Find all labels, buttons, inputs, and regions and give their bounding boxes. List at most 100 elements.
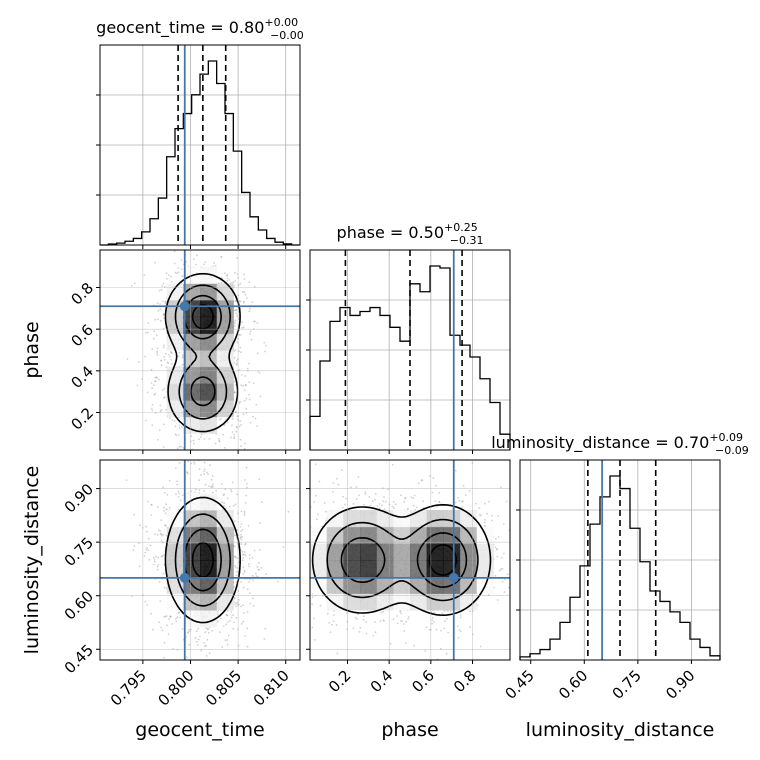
scatter-point [228,279,231,281]
title-name-phase: phase = 0.50 [337,223,444,242]
scatter-point [503,552,505,555]
scatter-point [302,603,304,605]
scatter-point [242,413,245,416]
scatter-point [191,248,193,250]
scatter-point [220,256,223,259]
scatter-point [303,506,305,508]
scatter-point [163,656,166,659]
scatter-point [358,494,360,497]
scatter-point [165,272,168,275]
scatter-point [150,407,153,410]
scatter-point [238,599,240,601]
scatter-point [242,384,245,387]
scatter-point [318,480,321,483]
scatter-point [311,603,313,606]
scatter-point [242,604,245,607]
scatter-point [243,278,246,280]
scatter-point [185,635,188,638]
scatter-point [174,271,177,274]
scatter-point [392,507,395,510]
scatter-point [503,591,506,593]
scatter-point [193,461,195,463]
scatter-point [491,519,493,522]
scatter-point [160,359,162,362]
scatter-point [422,500,424,503]
scatter-point [431,622,433,625]
ytick-label-luminosity_distance-3: 0.90 [61,480,97,516]
xaxis-label-luminosity_distance: luminosity_distance [526,719,715,741]
hist-panel-phase: phase = 0.50+0.25 −0.31 [306,221,511,454]
scatter-point [234,300,237,303]
scatter-point [181,356,184,359]
contour-level-1 [174,284,231,420]
scatter-point [198,664,200,666]
scatter-point [235,309,238,312]
scatter-point [496,599,499,601]
scatter-point [203,468,206,471]
scatter-point [226,273,229,276]
scatter-point [205,471,208,474]
ytick-label-luminosity_distance-2: 0.75 [61,534,97,570]
yaxis-label-luminosity_distance: luminosity_distance [21,466,43,655]
scatter-point [170,616,172,618]
xtick-label-phase-1: 0.4 [367,666,397,696]
scatter-point [203,490,206,492]
scatter-point [163,313,165,316]
scatter-point [133,513,136,516]
scatter-point [148,558,151,561]
scatter-point [154,376,157,379]
scatter-point [256,566,259,568]
scatter-point [161,534,163,537]
scatter-point [461,500,463,503]
scatter-point [245,407,248,410]
scatter-point [203,473,206,475]
scatter-point [157,564,160,566]
scatter-point [158,289,161,292]
scatter-point [211,475,214,477]
scatter-point [235,430,238,433]
scatter-point [234,565,237,567]
scatter-point [175,620,178,623]
density-cell [460,510,478,528]
scatter-point [383,508,386,511]
scatter-point [156,347,159,350]
scatter-point [220,617,223,620]
scatter-point [402,623,405,625]
joint-frame-geocent_time-luminosity_distance [99,459,301,661]
scatter-point [193,491,196,493]
scatter-point [160,519,163,521]
scatter-point [162,486,165,489]
scatter-point [234,280,236,282]
scatter-point [173,250,176,253]
scatter-point [255,403,258,406]
scatter-point [412,504,415,507]
scatter-point [178,611,181,614]
scatter-point [303,520,305,522]
scatter-point [242,573,245,575]
xtick-label-luminosity_distance-0: 0.45 [501,666,537,702]
scatter-point [170,280,173,283]
xtick-label-luminosity_distance-2: 0.75 [609,666,645,702]
density-cell [166,400,184,418]
scatter-point [215,489,218,492]
scatter-point [475,502,477,505]
joint-panel-geocent_time-phase [96,248,301,454]
scatter-point [162,533,165,536]
scatter-point [152,557,155,559]
scatter-point [403,501,405,503]
scatter-point [200,474,202,476]
scatter-point [237,294,240,297]
scatter-point [164,491,166,494]
scatter-point [178,492,180,495]
density-cell [360,543,378,561]
scatter-point [241,529,244,531]
scatter-point [150,382,153,384]
scatter-point [287,510,290,513]
scatter-point [249,421,252,424]
scatter-point [204,261,207,264]
scatter-point [404,496,407,499]
scatter-point [306,514,308,516]
scatter-point [432,477,435,479]
scatter-point [239,300,242,303]
scatter-point [469,610,471,613]
